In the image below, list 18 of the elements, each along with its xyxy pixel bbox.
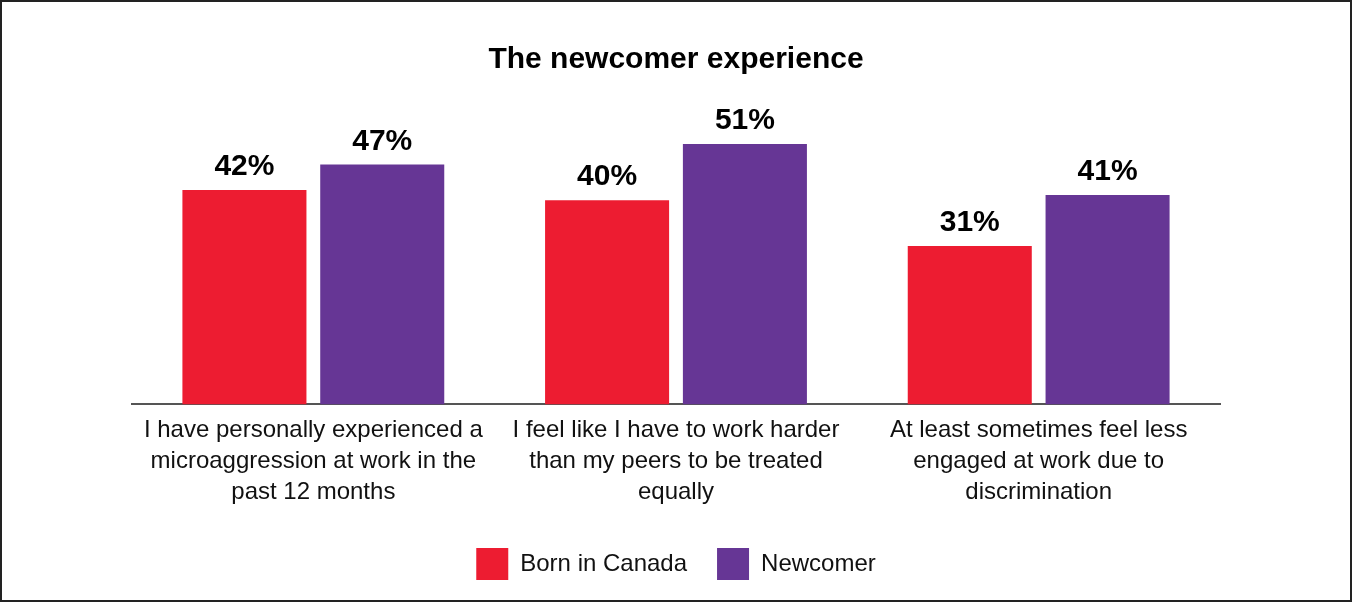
bar xyxy=(1045,195,1170,405)
data-label: 42% xyxy=(214,148,275,182)
data-label: 47% xyxy=(352,122,413,156)
bar xyxy=(545,200,670,405)
x-tick-label: I feel like I have to work harder than my peers to be treated equally xyxy=(512,414,840,505)
data-label: 51% xyxy=(714,102,775,136)
bar xyxy=(682,143,807,405)
data-label: 41% xyxy=(1077,153,1138,187)
legend-label: Newcomer xyxy=(761,548,876,576)
x-tick-label: I have personally experienced a microaggression at work in the past 12 months xyxy=(143,414,484,505)
bar xyxy=(182,189,307,405)
chart-title: The newcomer experience xyxy=(488,41,864,75)
legend-label: Born in Canada xyxy=(520,548,688,576)
bar xyxy=(320,164,445,405)
x-tick-label: At least sometimes feel less engaged at work due to discrimination xyxy=(889,414,1188,505)
data-label: 40% xyxy=(577,158,638,192)
data-label: 31% xyxy=(939,204,1000,238)
bar xyxy=(907,246,1032,405)
